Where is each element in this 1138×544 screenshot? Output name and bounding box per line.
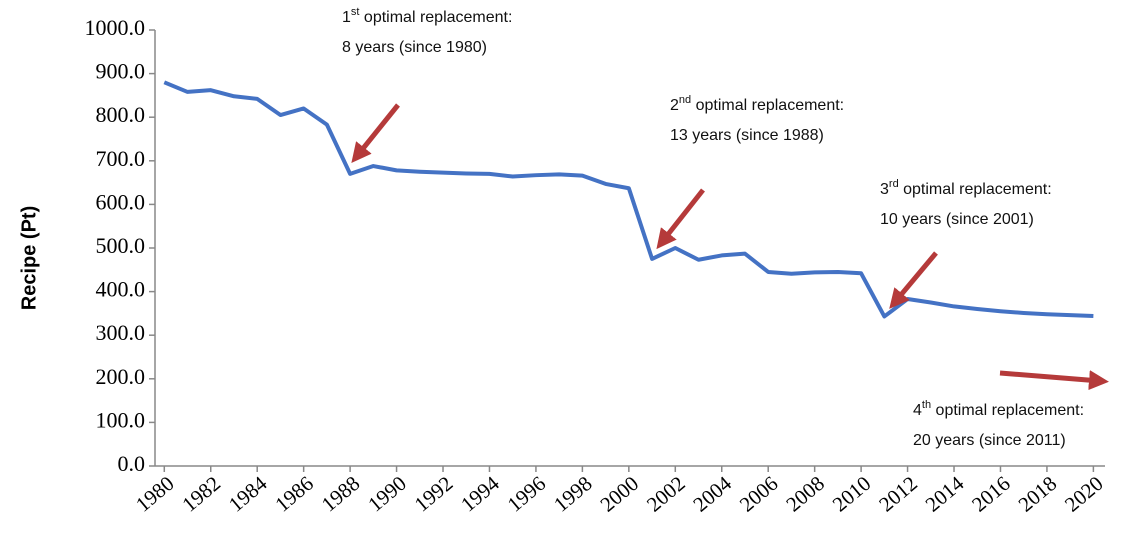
y-tick-label: 200.0 (96, 364, 146, 389)
y-tick-label: 1000.0 (85, 15, 146, 40)
y-tick-label: 500.0 (96, 233, 146, 258)
x-tick-label: 1984 (224, 471, 272, 517)
annotation-ordinal: 1 (342, 9, 351, 26)
annotation-suffix: nd (679, 94, 691, 106)
data-line (163, 80, 1094, 319)
annotation-ordinal: 3 (880, 181, 889, 198)
annotation-detail: 8 years (since 1980) (342, 39, 487, 56)
x-tick-label: 1990 (363, 471, 411, 516)
x-tick-label: 2004 (688, 471, 736, 517)
x-tick-label: 2000 (596, 471, 644, 516)
x-tick-label: 1988 (317, 471, 365, 516)
x-tick-label: 1986 (270, 471, 318, 516)
annotation-arrow (656, 188, 705, 250)
x-tick-label: 1982 (177, 471, 225, 516)
annotation-ordinal: 4 (913, 402, 922, 419)
annotation-text: optimal replacement: (931, 402, 1084, 419)
x-tick-label: 2010 (828, 471, 876, 516)
annotation: 3rd optimal replacement: (880, 178, 1052, 198)
y-tick-label: 700.0 (96, 146, 146, 171)
x-tick-label: 2020 (1060, 471, 1108, 516)
annotation-text: optimal replacement: (359, 9, 512, 26)
x-tick-label: 1998 (549, 471, 597, 516)
annotation: 2nd optimal replacement: (670, 94, 844, 114)
x-tick-label: 1996 (503, 471, 551, 516)
x-tick-label: 2018 (1014, 471, 1062, 516)
annotation-arrow (351, 103, 400, 164)
annotation: 4th optimal replacement: (913, 399, 1084, 419)
annotation-detail: 13 years (since 1988) (670, 127, 824, 144)
x-tick-label: 1994 (456, 471, 504, 517)
annotation-detail: 20 years (since 2011) (913, 432, 1066, 449)
y-tick-label: 0.0 (118, 451, 146, 476)
y-axis-label: Recipe (Pt) (18, 206, 40, 310)
annotation-arrow (999, 370, 1109, 391)
y-tick-label: 900.0 (96, 59, 146, 84)
annotation-text: optimal replacement: (899, 181, 1052, 198)
annotation-suffix: th (922, 399, 931, 411)
x-tick-label: 2014 (921, 471, 969, 517)
x-tick-label: 2012 (874, 471, 922, 516)
y-tick-label: 400.0 (96, 277, 146, 302)
annotation-arrow (889, 251, 938, 309)
x-tick-label: 1992 (410, 471, 458, 516)
x-tick-label: 2016 (967, 471, 1015, 516)
x-tick-label: 2002 (642, 471, 690, 516)
annotation-text: optimal replacement: (691, 97, 844, 114)
annotation-detail: 10 years (since 2001) (880, 211, 1034, 228)
annotation-ordinal: 2 (670, 97, 679, 114)
y-tick-label: 800.0 (96, 102, 146, 127)
annotation-suffix: st (351, 6, 360, 18)
x-tick-label: 2006 (735, 471, 783, 516)
y-tick-label: 600.0 (96, 189, 146, 214)
annotation: 1st optimal replacement: (342, 6, 512, 26)
y-tick-label: 100.0 (96, 407, 146, 432)
annotation-suffix: rd (889, 178, 899, 190)
x-tick-label: 1980 (131, 471, 179, 516)
x-tick-label: 2008 (781, 471, 829, 516)
y-tick-label: 300.0 (96, 320, 146, 345)
